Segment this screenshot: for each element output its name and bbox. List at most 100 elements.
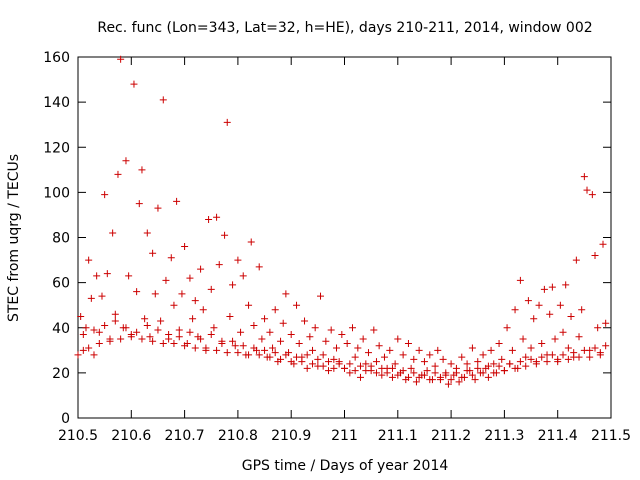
data-point [546, 310, 554, 318]
data-point [245, 301, 253, 309]
data-point [386, 346, 394, 354]
x-tick-label: 210.9 [271, 428, 311, 444]
data-point [173, 197, 181, 205]
data-point [372, 369, 380, 377]
data-point [210, 324, 218, 332]
data-point [380, 353, 388, 361]
data-point [335, 358, 343, 366]
data-point [293, 353, 301, 361]
data-point [356, 373, 364, 381]
data-point [447, 376, 455, 384]
data-point [596, 351, 604, 359]
data-point [426, 351, 434, 359]
data-point [567, 312, 575, 320]
data-point [559, 328, 567, 336]
data-point [98, 292, 106, 300]
data-point [114, 170, 122, 178]
data-point [420, 358, 428, 366]
data-point [162, 276, 170, 284]
data-points [74, 55, 610, 388]
data-point [551, 335, 559, 343]
data-point [159, 340, 167, 348]
y-tick-label: 0 [61, 411, 70, 427]
data-point [500, 367, 508, 375]
data-point [468, 344, 476, 352]
data-point [255, 263, 263, 271]
data-point [346, 360, 354, 368]
data-point [484, 373, 492, 381]
data-point [330, 355, 338, 363]
data-point [154, 204, 162, 212]
data-point [522, 362, 530, 370]
data-point [175, 326, 183, 334]
data-point [303, 351, 311, 359]
x-tick-label: 211.2 [431, 428, 471, 444]
data-point [394, 335, 402, 343]
data-point [95, 340, 103, 348]
data-point [508, 346, 516, 354]
data-point [218, 340, 226, 348]
data-point [229, 281, 237, 289]
data-point [468, 371, 476, 379]
data-point [319, 362, 327, 370]
data-point [239, 272, 247, 280]
data-point [503, 324, 511, 332]
data-point [239, 342, 247, 350]
data-point [271, 306, 279, 314]
data-point [189, 315, 197, 323]
x-tick-label: 210.8 [218, 428, 258, 444]
data-point [269, 344, 277, 352]
data-point [322, 337, 330, 345]
data-point [538, 353, 546, 361]
data-point [591, 252, 599, 260]
data-point [415, 346, 423, 354]
data-point [495, 362, 503, 370]
data-point [245, 351, 253, 359]
data-point [90, 326, 98, 334]
data-point [247, 238, 255, 246]
data-point [109, 229, 117, 237]
data-point [599, 240, 607, 248]
data-point [111, 310, 119, 318]
data-point [415, 373, 423, 381]
data-point [474, 358, 482, 366]
data-point [287, 331, 295, 339]
x-tick-label: 211.1 [378, 428, 418, 444]
data-point [548, 351, 556, 359]
data-point [79, 346, 87, 354]
data-point [306, 333, 314, 341]
data-point [554, 358, 562, 366]
data-point [412, 378, 420, 386]
x-tick-label: 210.5 [58, 428, 98, 444]
data-point [82, 324, 90, 332]
data-point [341, 364, 348, 372]
data-point [356, 362, 364, 370]
data-point [410, 355, 418, 363]
x-tick-label: 211.4 [538, 428, 578, 444]
data-point [333, 344, 341, 352]
data-point [266, 353, 274, 361]
data-point [250, 321, 258, 329]
data-point [484, 362, 492, 370]
data-point [178, 290, 186, 298]
data-point [279, 319, 287, 327]
data-point [362, 367, 370, 375]
data-point [271, 349, 279, 357]
data-point [293, 301, 301, 309]
data-point [535, 301, 543, 309]
data-point [388, 364, 396, 372]
data-point [197, 265, 205, 273]
data-point [170, 301, 178, 309]
y-tick-label: 80 [52, 231, 70, 247]
data-point [452, 369, 460, 377]
y-tick-label: 20 [52, 366, 70, 382]
data-point [455, 378, 463, 386]
data-point [375, 342, 383, 350]
data-point [543, 358, 551, 366]
data-point [410, 369, 418, 377]
data-point [583, 186, 591, 194]
data-point [575, 333, 583, 341]
data-point [122, 324, 130, 332]
data-point [141, 315, 149, 323]
